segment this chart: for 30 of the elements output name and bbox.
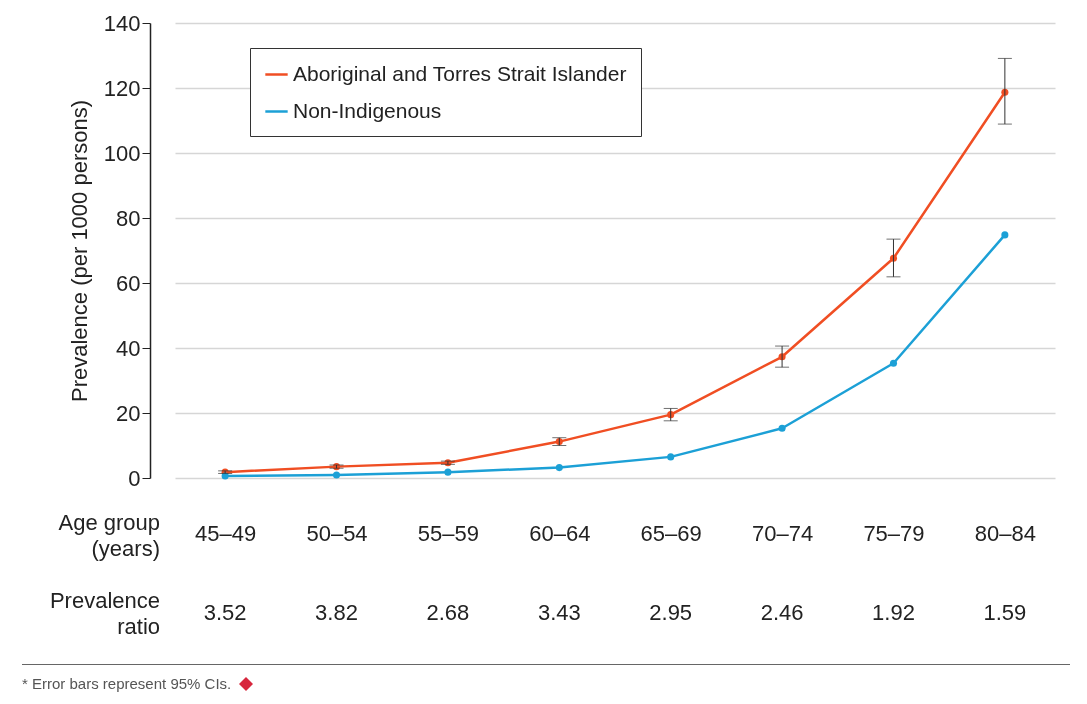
x-tick-label: 75–79 bbox=[863, 520, 925, 546]
y-tick-label: 40 bbox=[116, 335, 141, 361]
text: 2.46 bbox=[760, 600, 804, 625]
x-tick-label: 50–54 bbox=[306, 520, 368, 546]
y-tick-label: 0 bbox=[128, 465, 141, 491]
text: 1.92 bbox=[872, 600, 915, 625]
y-tick-label: 120 bbox=[103, 75, 141, 101]
x-axis-title: Age group (years) bbox=[58, 510, 160, 561]
x-tick-label: 45–49 bbox=[195, 520, 257, 546]
text: * Error bars represent 95% CIs. bbox=[22, 675, 232, 692]
x-tick-label: 70–74 bbox=[751, 520, 814, 546]
text: 1.59 bbox=[983, 600, 1027, 625]
text: 3.82 bbox=[315, 600, 358, 625]
x-tick-label: 80–84 bbox=[974, 520, 1036, 546]
text: 3.52 bbox=[203, 600, 247, 625]
y-tick-label: 80 bbox=[116, 205, 141, 231]
y-tick-label: 100 bbox=[103, 140, 141, 166]
x-tick-label: 65–69 bbox=[640, 520, 702, 546]
text: 2.95 bbox=[649, 600, 693, 625]
legend-label: Aboriginal and Torres Strait Islander bbox=[293, 61, 627, 85]
text: 2.68 bbox=[426, 600, 470, 625]
y-tick-label: 60 bbox=[116, 270, 141, 296]
x-tick-label: 55–59 bbox=[417, 520, 480, 546]
text: 3.43 bbox=[537, 600, 581, 625]
text: Prevalence ratio bbox=[49, 588, 160, 639]
y-tick-label: 20 bbox=[116, 400, 141, 426]
y-tick-label: 140 bbox=[103, 10, 141, 36]
legend-label: Non-Indigenous bbox=[293, 98, 442, 122]
y-axis-title: Prevalence (per 1000 persons) bbox=[66, 99, 92, 403]
x-tick-label: 60–64 bbox=[529, 520, 591, 546]
